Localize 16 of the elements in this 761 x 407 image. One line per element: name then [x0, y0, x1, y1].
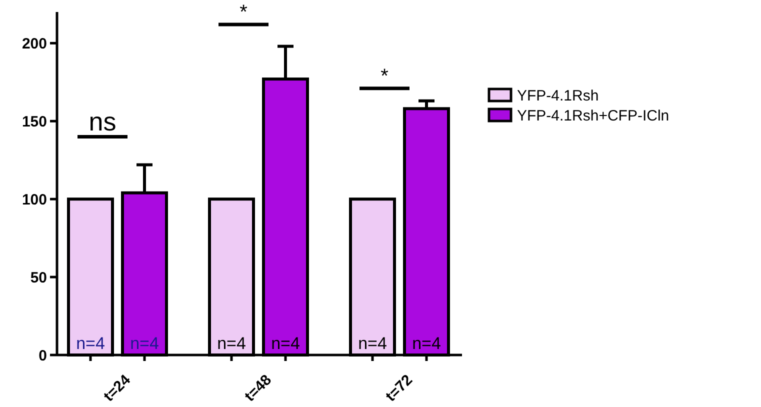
annotation: n=4 [217, 334, 246, 353]
y-tick-label: 150 [22, 113, 47, 130]
y-tick-label: 200 [22, 35, 47, 52]
y-tick-label: 50 [30, 269, 47, 286]
y-tick-label: 100 [22, 191, 47, 208]
annotation: * [240, 1, 248, 24]
annotation: n=4 [358, 334, 387, 353]
annotation: n=4 [76, 334, 105, 353]
annotation: * [380, 65, 389, 88]
y-tick-label: 0 [38, 347, 47, 364]
legend-label: YFP-4.1Rsh [517, 87, 599, 104]
legend-label: YFP-4.1Rsh+CFP-ICln [517, 107, 670, 124]
annotation: ns [88, 106, 116, 137]
annotation: n=4 [130, 334, 159, 353]
annotation: n=4 [271, 334, 300, 353]
annotation: n=4 [412, 334, 441, 353]
